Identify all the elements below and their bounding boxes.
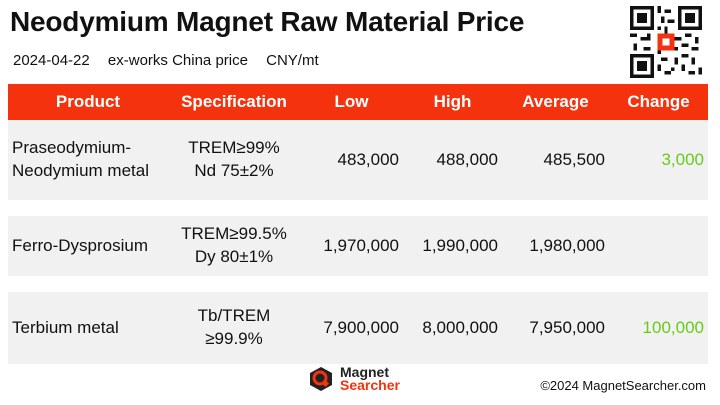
table-row: Terbium metal Tb/TREM ≥99.9% 7,900,000 8… bbox=[8, 292, 708, 364]
subtitle: 2024-04-22 ex-works China price CNY/mt bbox=[13, 52, 333, 69]
low-price-cell: 1,970,000 bbox=[323, 236, 399, 255]
column-header-change: Change bbox=[627, 92, 690, 111]
price-table: Product Specification Low High Average C… bbox=[8, 84, 708, 364]
row-separator bbox=[8, 200, 708, 216]
average-price-cell: 485,500 bbox=[543, 150, 605, 169]
qr-code-icon bbox=[630, 6, 702, 78]
specification-cell: Tb/TREM ≥99.9% bbox=[168, 305, 300, 351]
product-name-line: Praseodymium- bbox=[12, 138, 132, 158]
copyright-notice: ©2024 MagnetSearcher.com bbox=[540, 378, 706, 393]
specification-line: Dy 80±1% bbox=[194, 247, 274, 266]
product-name-line: Ferro-Dysprosium bbox=[12, 235, 149, 255]
magnet-searcher-logo-icon bbox=[310, 367, 332, 391]
page-title: Neodymium Magnet Raw Material Price bbox=[10, 6, 525, 37]
specification-line: Nd 75±2% bbox=[194, 161, 274, 180]
specification-line: TREM≥99.5% bbox=[181, 224, 287, 244]
high-price-cell: 488,000 bbox=[436, 150, 498, 169]
average-price-cell: 7,950,000 bbox=[529, 318, 605, 337]
logo-word-magnet: Magnet bbox=[340, 364, 389, 380]
specification-line: ≥99.9% bbox=[205, 329, 263, 348]
product-cell: Praseodymium- Neodymium metal bbox=[8, 137, 168, 183]
table-row: Ferro-Dysprosium TREM≥99.5% Dy 80±1% 1,9… bbox=[8, 216, 708, 276]
product-name-line: Neodymium metal bbox=[12, 161, 149, 180]
specification-cell: TREM≥99% Nd 75±2% bbox=[168, 137, 300, 183]
row-separator bbox=[8, 276, 708, 292]
column-header-average: Average bbox=[522, 92, 589, 111]
change-cell: 100,000 bbox=[642, 318, 704, 337]
average-price-cell: 1,980,000 bbox=[529, 236, 605, 255]
low-price-cell: 483,000 bbox=[337, 150, 399, 169]
specification-cell: TREM≥99.5% Dy 80±1% bbox=[168, 223, 300, 269]
table-row: Praseodymium- Neodymium metal TREM≥99% N… bbox=[8, 120, 708, 200]
high-price-cell: 8,000,000 bbox=[422, 318, 498, 337]
price-unit: CNY/mt bbox=[266, 52, 319, 69]
product-cell: Terbium metal bbox=[8, 317, 168, 340]
specification-line: Tb/TREM bbox=[197, 306, 271, 326]
magnet-searcher-logo: Magnet Searcher bbox=[308, 364, 400, 393]
product-name-line: Terbium metal bbox=[12, 317, 119, 337]
table-header: Product Specification Low High Average C… bbox=[8, 84, 708, 120]
logo-word-searcher: Searcher bbox=[340, 377, 400, 393]
column-header-product: Product bbox=[55, 91, 121, 111]
column-header-high: High bbox=[433, 92, 472, 111]
price-date: 2024-04-22 bbox=[13, 52, 90, 69]
logo-wordmark: Magnet Searcher bbox=[340, 364, 400, 393]
specification-line: TREM≥99% bbox=[188, 138, 280, 158]
price-basis: ex-works China price bbox=[107, 52, 248, 69]
column-header-low: Low bbox=[334, 92, 369, 111]
change-cell: 3,000 bbox=[661, 150, 704, 169]
high-price-cell: 1,990,000 bbox=[422, 236, 498, 255]
product-cell: Ferro-Dysprosium bbox=[8, 235, 168, 258]
column-header-specification: Specification bbox=[181, 91, 287, 111]
low-price-cell: 7,900,000 bbox=[323, 318, 399, 337]
